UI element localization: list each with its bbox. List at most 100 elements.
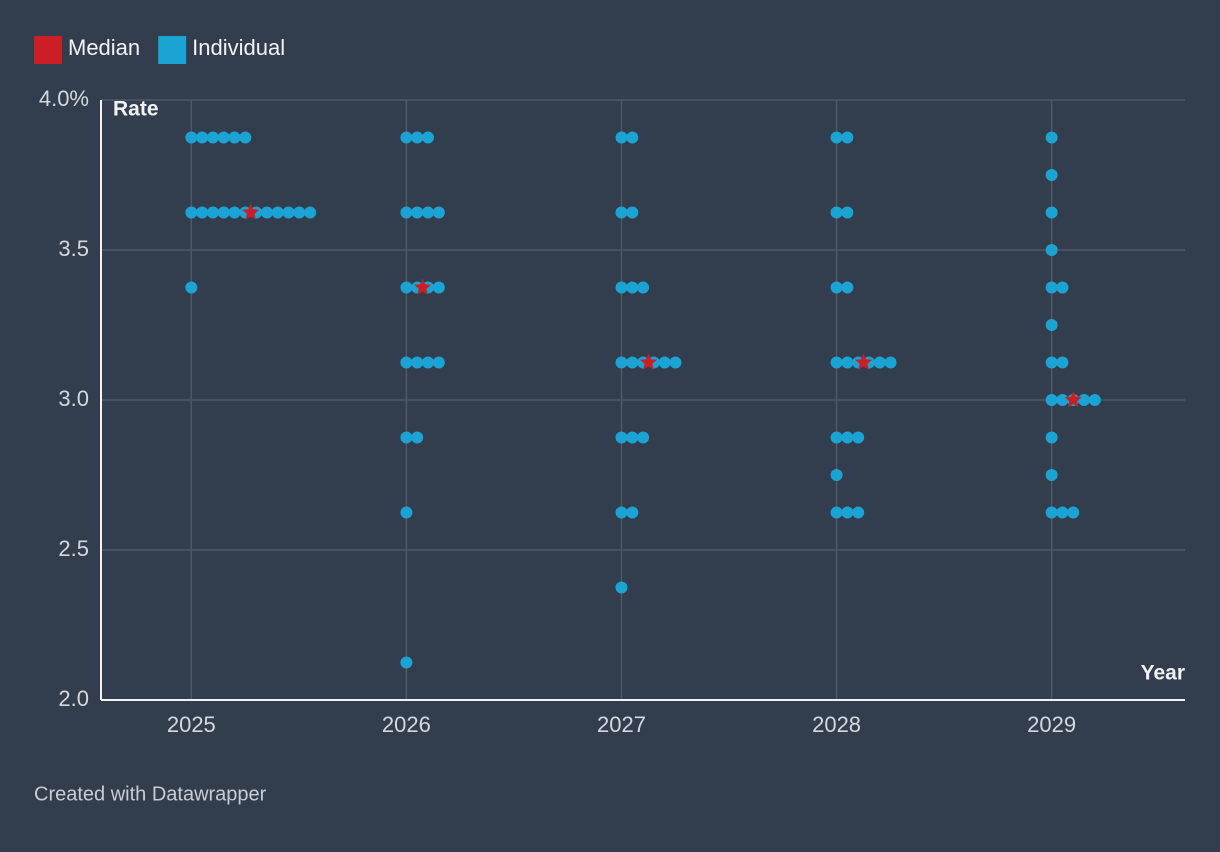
dot	[282, 206, 295, 219]
dot	[841, 131, 854, 144]
legend-label: Individual	[192, 35, 285, 60]
dot	[411, 206, 424, 219]
dot	[830, 356, 843, 369]
dot	[615, 281, 628, 294]
dot	[422, 356, 435, 369]
dot	[1056, 506, 1069, 519]
dot	[841, 431, 854, 444]
dot	[1056, 394, 1069, 406]
median-star	[242, 203, 260, 220]
dot	[830, 431, 843, 444]
median-star	[639, 353, 658, 370]
dot	[852, 506, 865, 519]
dot	[615, 356, 628, 369]
dot	[432, 356, 445, 369]
dot	[626, 131, 639, 144]
y-tick-label: 2.0	[58, 686, 89, 711]
dot	[422, 206, 435, 219]
x-axis-label: Year	[1141, 662, 1185, 685]
dot	[400, 506, 413, 519]
dot	[228, 206, 241, 219]
dot	[1045, 469, 1058, 481]
dot	[1045, 169, 1058, 181]
dot	[830, 206, 843, 219]
dot	[626, 281, 639, 294]
dot	[626, 431, 639, 444]
dot	[217, 131, 230, 144]
dot	[185, 281, 198, 294]
dot	[228, 131, 241, 144]
y-axis-label: Rate	[113, 98, 159, 121]
dot	[432, 206, 445, 219]
dot	[615, 506, 628, 519]
dot	[830, 281, 843, 294]
legend-label: Median	[68, 35, 140, 60]
x-tick-label: 2025	[167, 712, 216, 737]
dot	[411, 356, 424, 369]
dot	[260, 206, 273, 219]
dot	[400, 206, 413, 219]
median-star	[1064, 391, 1082, 408]
dot	[400, 431, 413, 444]
dot	[1045, 281, 1058, 294]
median-star	[414, 278, 432, 295]
dot	[841, 206, 854, 219]
dot	[1045, 431, 1058, 444]
dot	[852, 431, 865, 444]
dot	[841, 506, 854, 519]
dot	[873, 356, 886, 369]
dot	[1045, 206, 1058, 219]
dot	[293, 206, 306, 219]
dot	[217, 206, 230, 219]
dot	[411, 131, 424, 144]
dot	[884, 356, 897, 369]
dot	[615, 431, 628, 444]
dot	[432, 281, 445, 294]
dot	[626, 206, 639, 219]
dot	[185, 131, 198, 144]
dot	[196, 131, 209, 144]
y-tick-label: 3.5	[58, 236, 89, 261]
y-tick-label: 3.0	[58, 386, 89, 411]
dot	[1045, 244, 1058, 256]
dot	[830, 469, 843, 481]
dot	[626, 506, 639, 519]
dot	[1056, 281, 1069, 294]
dot	[637, 431, 650, 444]
dot	[830, 131, 843, 144]
dot	[400, 656, 413, 669]
x-tick-label: 2026	[382, 712, 431, 737]
dot	[1045, 506, 1058, 519]
dot	[626, 356, 639, 369]
x-tick-label: 2027	[597, 712, 646, 737]
dot	[669, 356, 682, 369]
footer: Created with Datawrapper	[34, 783, 267, 805]
dot	[1045, 394, 1058, 406]
dot	[1045, 356, 1058, 369]
dot	[400, 131, 413, 144]
dot	[206, 206, 219, 219]
dot	[239, 131, 252, 144]
dot	[658, 356, 671, 369]
legend-swatch	[34, 36, 62, 64]
dot	[400, 356, 413, 369]
dot	[841, 281, 854, 294]
x-tick-label: 2028	[812, 712, 861, 737]
dot	[1056, 356, 1069, 369]
dot	[271, 206, 284, 219]
y-tick-label: 2.5	[58, 536, 89, 561]
dot	[615, 581, 628, 594]
x-tick-label: 2029	[1027, 712, 1076, 737]
dot	[304, 206, 317, 219]
dot	[1045, 131, 1058, 144]
dot	[411, 431, 424, 444]
dot	[1067, 506, 1080, 519]
dot	[196, 206, 209, 219]
dot	[1078, 394, 1091, 406]
y-tick-label: 4.0%	[39, 86, 89, 111]
dot	[1045, 319, 1058, 331]
dot	[615, 206, 628, 219]
dot	[615, 131, 628, 144]
